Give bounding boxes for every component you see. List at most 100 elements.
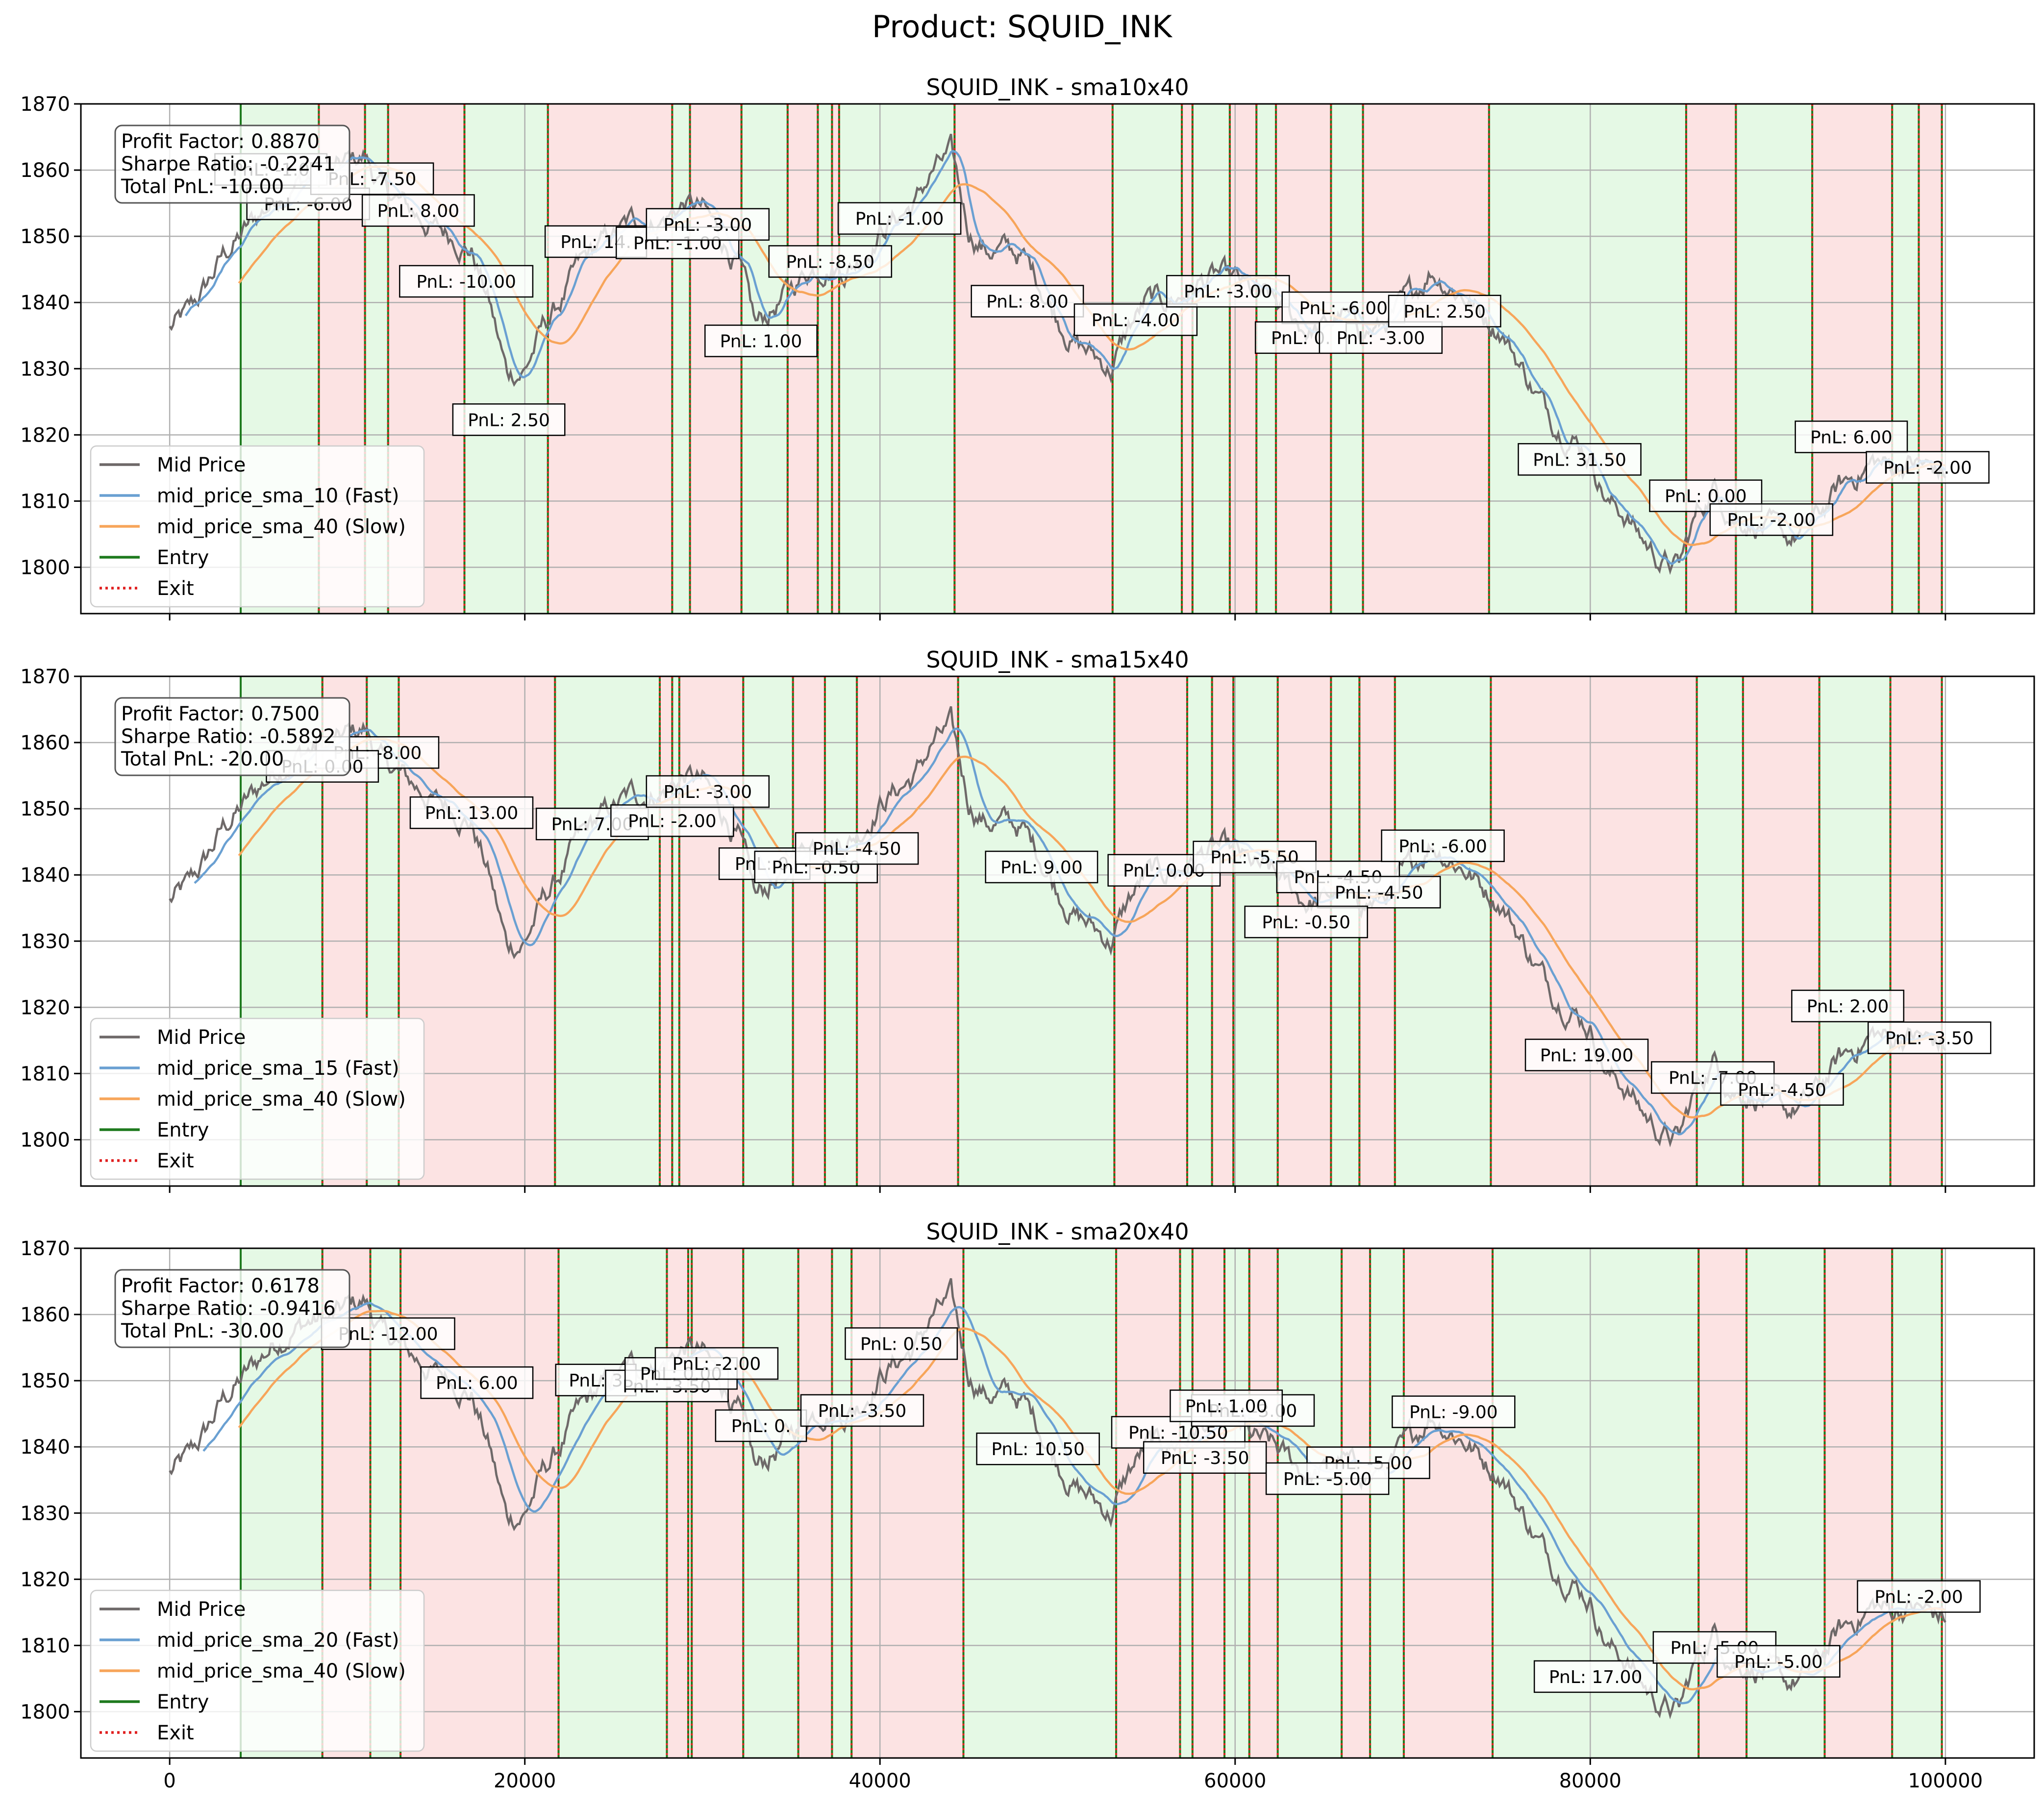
pnl-label: PnL: 2.50 (1388, 295, 1501, 328)
stats-line: Total PnL: -30.00 (121, 1320, 284, 1342)
pnl-label-text: PnL: -9.00 (1409, 1403, 1498, 1423)
legend-entry: mid_price_sma_40 (Slow) (157, 1088, 406, 1111)
short-region (1182, 104, 1193, 614)
pnl-label: PnL: -6.00 (1281, 291, 1406, 324)
pnl-label-box (646, 208, 770, 241)
pnl-label: PnL: -2.00 (610, 804, 734, 837)
y-tick-label: 1820 (20, 424, 70, 446)
pnl-label-text: PnL: -10.00 (416, 272, 516, 292)
pnl-label: PnL: -5.00 (1265, 1462, 1390, 1495)
figure-title: Product: SQUID_INK (872, 9, 1172, 45)
stats-box-frame (114, 124, 350, 204)
legend-entry: mid_price_sma_20 (Fast) (157, 1629, 399, 1652)
pnl-label: PnL: -4.50 (795, 832, 919, 865)
long-region (824, 676, 857, 1186)
pnl-label: PnL: -0.50 (1244, 905, 1368, 939)
long-region (832, 1248, 852, 1758)
long-region (958, 676, 1115, 1186)
pnl-label-text: PnL: 19.00 (1540, 1046, 1634, 1066)
subplot-title: SQUID_INK - sma20x40 (926, 1218, 1189, 1245)
x-tick-label: 0 (163, 1770, 175, 1792)
pnl-label-text: PnL: -3.00 (663, 782, 752, 802)
long-region (1112, 104, 1182, 614)
short-region (798, 1248, 832, 1758)
short-region (1249, 1248, 1278, 1758)
pnl-label-text: PnL: 2.50 (468, 410, 550, 430)
pnl-label-box (1857, 1580, 1981, 1613)
long-region (1224, 1248, 1249, 1758)
y-tick-label: 1860 (20, 159, 70, 182)
long-region (1331, 104, 1363, 614)
pnl-label-box (1143, 1441, 1267, 1474)
pnl-label-box (420, 1366, 534, 1399)
stats-line: Profit Factor: 0.7500 (121, 703, 320, 725)
pnl-label: PnL: 6.00 (1795, 421, 1908, 453)
legend-entry: Mid Price (157, 454, 246, 476)
y-tick-label: 1810 (20, 1063, 70, 1085)
long-region (672, 104, 690, 614)
short-region (1686, 104, 1736, 614)
legend-entry: mid_price_sma_15 (Fast) (157, 1057, 399, 1080)
y-tick-label: 1800 (20, 1129, 70, 1151)
short-region (1342, 1248, 1371, 1758)
pnl-label-box (1381, 829, 1505, 863)
long-region (1180, 1248, 1193, 1758)
y-tick-label: 1810 (20, 490, 70, 513)
short-region (1192, 1248, 1225, 1758)
pnl-label: PnL: -4.00 (1073, 303, 1198, 336)
x-tick-label: 20000 (494, 1770, 556, 1792)
pnl-label: PnL: 2.50 (452, 403, 566, 436)
pnl-label: PnL: -8.50 (768, 245, 893, 278)
pnl-label: PnL: -3.50 (1143, 1441, 1267, 1474)
pnl-label-text: PnL: -12.00 (338, 1324, 438, 1344)
series-mid-price (169, 133, 1946, 575)
long-region (1277, 1248, 1342, 1758)
pnl-label-box (361, 194, 475, 227)
pnl-label: PnL: -2.00 (1866, 451, 1990, 484)
pnl-label-box (795, 832, 919, 865)
pnl-label-text: PnL: -4.00 (1092, 310, 1180, 330)
short-region (832, 104, 839, 614)
long-region (963, 1248, 1117, 1758)
pnl-label-box (452, 403, 566, 436)
pnl-label-text: PnL: -6.00 (1299, 298, 1388, 319)
pnl-label-text: PnL: -3.50 (1161, 1448, 1249, 1468)
y-tick-label: 1840 (20, 292, 70, 314)
pnl-label-text: PnL: -0.50 (1262, 913, 1350, 933)
pnl-label-box (1166, 274, 1290, 308)
pnl-label-box (971, 285, 1084, 318)
y-tick-label: 1830 (20, 1502, 70, 1525)
short-region (1114, 676, 1187, 1186)
stats-box-frame (114, 1269, 350, 1348)
pnl-label-box (715, 1409, 807, 1442)
subplot-title: SQUID_INK - sma10x40 (926, 74, 1189, 100)
long-region (743, 1248, 798, 1758)
pnl-label-box (837, 202, 962, 235)
pnl-label-box (654, 1347, 779, 1380)
pnl-label-box (1524, 1039, 1649, 1071)
subplot-title: SQUID_INK - sma15x40 (926, 646, 1189, 673)
pnl-label-box (646, 775, 770, 808)
pnl-label-box (1388, 295, 1501, 328)
pnl-label-text: PnL: 0.00 (1123, 861, 1205, 881)
long-region (688, 1248, 692, 1758)
pnl-label-box (1795, 421, 1908, 453)
legend-entry: mid_price_sma_10 (Fast) (157, 485, 399, 507)
pnl-label: PnL: -3.00 (1166, 274, 1290, 308)
stats-line: Profit Factor: 0.6178 (121, 1275, 320, 1297)
pnl-label: PnL: 13.00 (409, 796, 534, 829)
long-region (1187, 676, 1212, 1186)
x-tick-label: 60000 (1204, 1770, 1266, 1792)
legend-entry: Mid Price (157, 1026, 246, 1049)
pnl-label-box (1317, 876, 1441, 909)
legend-entry: Exit (157, 577, 194, 600)
pnl-label-text: PnL: -2.00 (1727, 510, 1816, 530)
y-tick-label: 1860 (20, 732, 70, 754)
pnl-label-box (976, 1432, 1100, 1465)
pnl-label: PnL: -10.00 (399, 265, 534, 298)
pnl-label-box (1244, 905, 1368, 939)
